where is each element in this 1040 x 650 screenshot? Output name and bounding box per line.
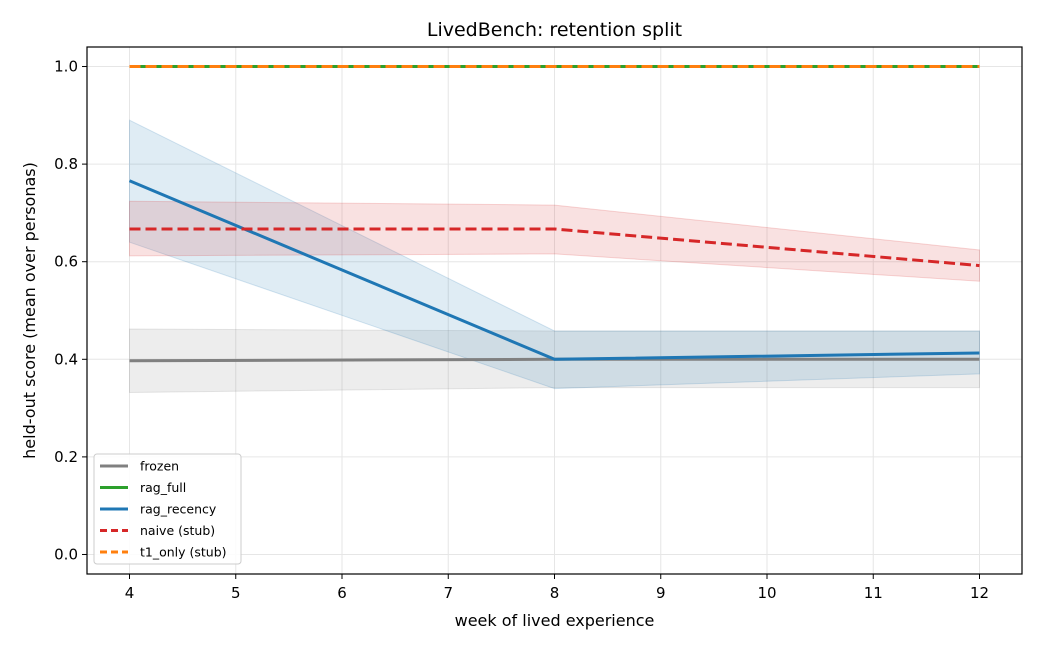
confidence-bands	[129, 119, 980, 393]
x-tick-label: 12	[970, 584, 989, 602]
band-naive-stub	[129, 200, 980, 282]
y-axis-ticks: 0.0 0.2 0.4 0.6 0.8 1.0	[54, 58, 87, 563]
x-tick-label: 8	[550, 584, 560, 602]
legend-label-frozen: frozen	[140, 459, 179, 474]
x-axis-label: week of lived experience	[455, 611, 655, 630]
legend-label-rag-full: rag_full	[140, 480, 186, 495]
y-axis-label: held-out score (mean over personas)	[20, 162, 39, 459]
y-tick-label: 0.6	[54, 253, 78, 271]
x-tick-label: 10	[757, 584, 776, 602]
x-axis-ticks: 4 5 6 7 8 9 10 11 12	[125, 574, 989, 602]
series-line-rag-recency	[128, 179, 980, 361]
chart-title: LivedBench: retention split	[427, 19, 682, 41]
legend-label-t1-only-stub: t1_only (stub)	[140, 545, 227, 560]
y-tick-label: 0.2	[54, 448, 78, 466]
legend-box	[93, 453, 242, 565]
y-tick-label: 0.0	[54, 545, 78, 563]
x-tick-label: 9	[656, 584, 666, 602]
x-tick-label: 11	[864, 584, 883, 602]
x-tick-label: 4	[125, 584, 135, 602]
x-tick-label: 6	[337, 584, 347, 602]
y-tick-label: 1.0	[54, 58, 78, 76]
legend-label-naive-stub: naive (stub)	[140, 523, 215, 538]
series-lines	[128, 65, 980, 363]
band-rag-recency	[129, 119, 980, 390]
y-tick-label: 0.8	[54, 155, 78, 173]
legend-label-rag-recency: rag_recency	[140, 502, 217, 517]
x-tick-label: 7	[443, 584, 453, 602]
series-line-naive-stub	[129, 227, 980, 268]
x-tick-label: 5	[231, 584, 241, 602]
y-tick-label: 0.4	[54, 350, 78, 368]
